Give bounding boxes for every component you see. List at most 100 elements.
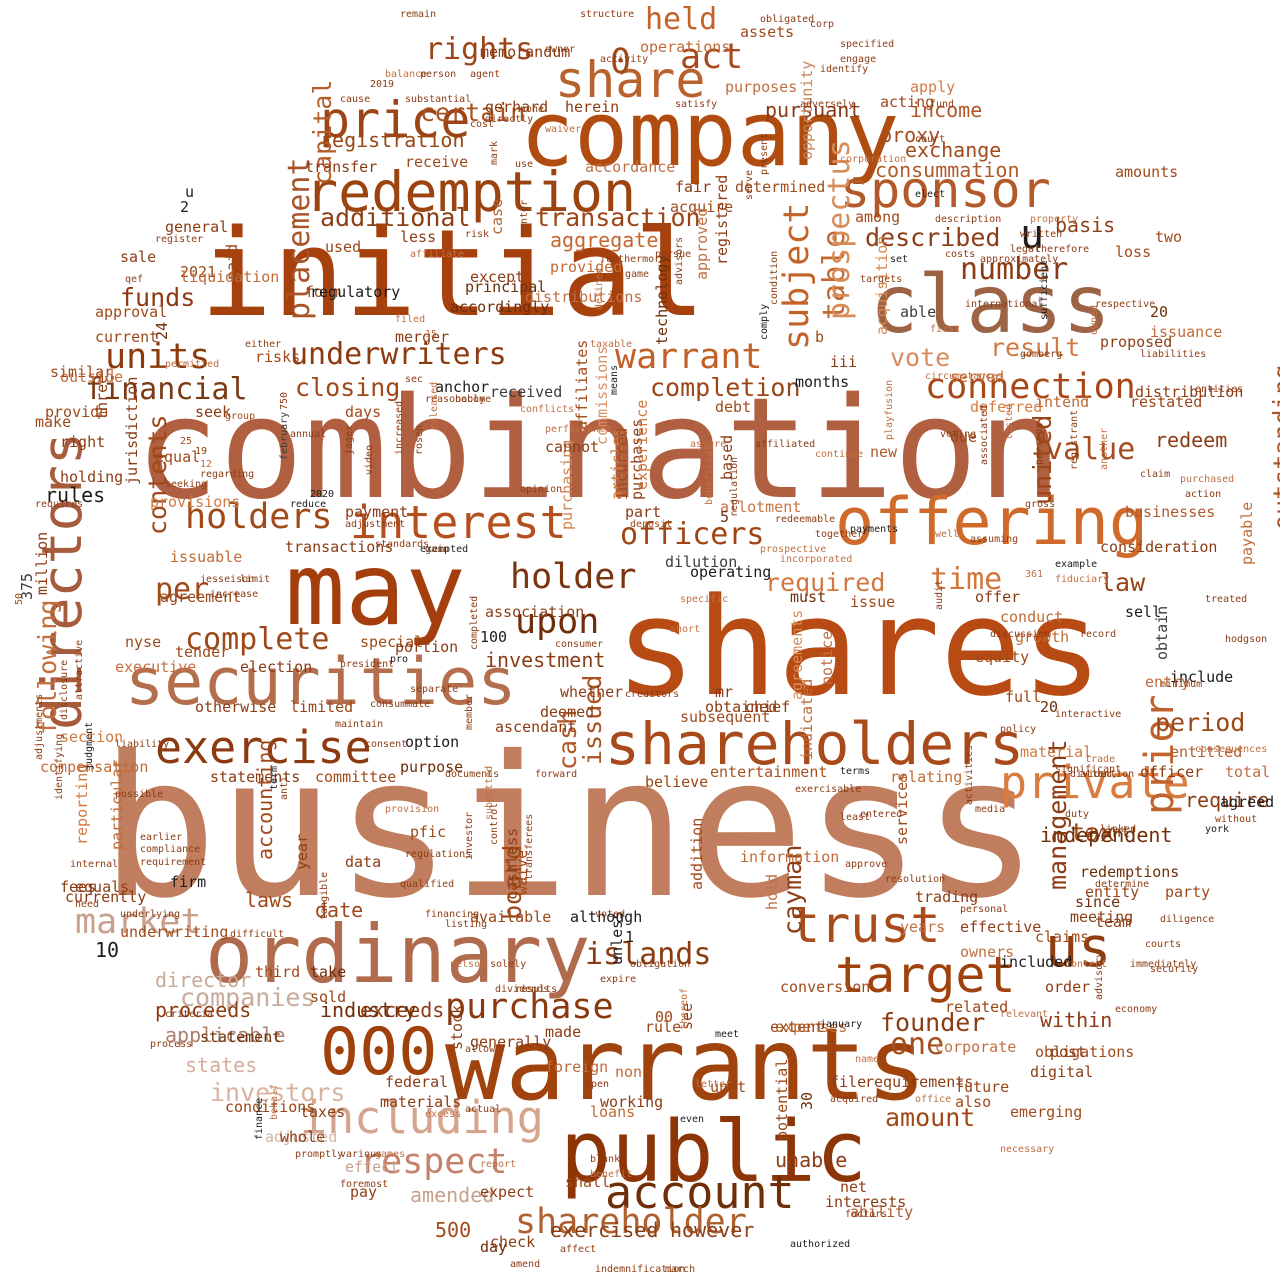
word-furthermore: furthermore	[600, 254, 667, 265]
word-loss: loss	[1115, 243, 1152, 261]
word-costs: costs	[945, 249, 976, 260]
word-working: working	[600, 1093, 664, 1111]
word-maintain: maintain	[335, 719, 384, 730]
word-closing: closing	[295, 373, 401, 402]
word-payments: payments	[850, 524, 899, 535]
word-director: director	[155, 968, 252, 992]
word-shareholder: shareholder	[515, 1202, 747, 1242]
word-incorporated: incorporated	[780, 554, 853, 565]
word-proposed: proposed	[1100, 333, 1173, 351]
word-activity: activity	[600, 54, 649, 65]
word-pro: pro	[390, 654, 409, 665]
word-15: 15	[425, 329, 438, 340]
word-technology: technology	[653, 254, 671, 345]
word-forward: forward	[535, 769, 578, 780]
word-purchase: purchase	[445, 987, 614, 1027]
word-opinion: opinion	[520, 484, 563, 495]
word-stock: stock	[448, 1004, 466, 1050]
word-issuance: issuance	[1150, 323, 1223, 341]
word-action: action	[1185, 489, 1222, 500]
word-regarding: regarding	[200, 469, 255, 480]
word-disclosure: disclosure	[59, 659, 70, 720]
word-judgment: judgment	[84, 721, 95, 770]
word-description: description	[935, 214, 1002, 225]
word-interest: interest	[350, 496, 567, 549]
word-aggregate: aggregate	[550, 228, 659, 252]
word-value: value	[1045, 432, 1136, 467]
word-act: act	[680, 37, 744, 77]
word-operating: operating	[690, 563, 772, 581]
word-2: 2	[180, 198, 190, 216]
word-issuable: issuable	[170, 548, 243, 566]
word-meet: meet	[715, 1029, 740, 1040]
word-entry: entry	[1145, 673, 1191, 691]
word-activities: activities	[964, 744, 975, 805]
word-generally: generally	[470, 1033, 552, 1051]
word-entity: entity	[1085, 883, 1140, 901]
word-team: team	[1095, 913, 1132, 931]
word-used: used	[325, 238, 362, 256]
word-meeting: meeting	[1070, 908, 1134, 926]
word-initial: initial	[200, 205, 706, 344]
word-difficult: difficult	[230, 929, 285, 940]
word-directly: directly	[485, 114, 534, 125]
word-non: non	[615, 1063, 643, 1081]
word-court: court	[915, 134, 946, 145]
word-consummate: consummate	[370, 699, 431, 710]
word-may: may	[285, 531, 466, 648]
word-voted: voted	[595, 909, 626, 920]
word-election: election	[240, 658, 313, 676]
word-significant: significant	[1055, 764, 1122, 775]
word-number: number	[960, 252, 1069, 287]
word-price: price	[320, 91, 471, 149]
word-regulatory: regulatory	[310, 283, 401, 301]
word-need: need	[75, 899, 100, 910]
word-750: 750	[279, 391, 290, 410]
word-us: us	[1045, 915, 1112, 979]
word-new: new	[870, 443, 898, 461]
word-principal: principal	[465, 278, 547, 296]
word-finance: finance	[254, 1097, 265, 1140]
word-sponsor: sponsor	[840, 161, 1051, 219]
word-complete: complete	[185, 622, 330, 657]
word-federal: federal	[385, 1073, 449, 1091]
word-cashless: cashless	[503, 827, 521, 900]
word-industry: industry	[320, 998, 417, 1022]
word-law: law	[1100, 568, 1146, 597]
word-months: months	[795, 373, 850, 391]
word-prospective: prospective	[760, 544, 827, 555]
word-performance: performance	[545, 424, 612, 435]
word-least: least	[840, 812, 871, 823]
word-pursuant: pursuant	[765, 98, 862, 122]
word-amount: amount	[885, 1103, 976, 1132]
word-iii: iii	[830, 353, 858, 371]
word-right: right	[60, 433, 106, 451]
word-founder: founder	[880, 1008, 986, 1037]
word-effect: effect	[345, 1158, 400, 1176]
word-fees: fees	[60, 878, 97, 896]
word-compliance: compliance	[140, 844, 201, 855]
word-independent: independent	[1040, 823, 1173, 847]
word-exercise: exercise	[155, 721, 372, 774]
word-otherwise: otherwise	[195, 698, 277, 716]
word-provided: provided	[550, 258, 623, 276]
word-limit: limit	[240, 574, 271, 585]
word-well: well	[935, 529, 960, 540]
word-corporation: corporation	[840, 154, 907, 165]
word-associated: associated	[979, 404, 990, 465]
word-liabilities: liabilities	[1140, 349, 1207, 360]
word-rosen: rosen	[414, 424, 425, 455]
word-agreed: agreed	[1220, 793, 1275, 811]
word-continue: continue	[815, 449, 864, 460]
word-received: received	[490, 383, 563, 401]
word-set: set	[890, 254, 909, 265]
word-targets: targets	[860, 274, 903, 285]
word-believe: believe	[645, 773, 709, 791]
word-option: option	[405, 733, 460, 751]
word-remain: remain	[400, 9, 437, 20]
word-assuming: assuming	[970, 534, 1019, 545]
word-cost: cost	[470, 119, 495, 130]
word-form: form	[305, 283, 342, 301]
word-increased: increased	[394, 400, 405, 455]
word-solely: solely	[490, 959, 527, 970]
